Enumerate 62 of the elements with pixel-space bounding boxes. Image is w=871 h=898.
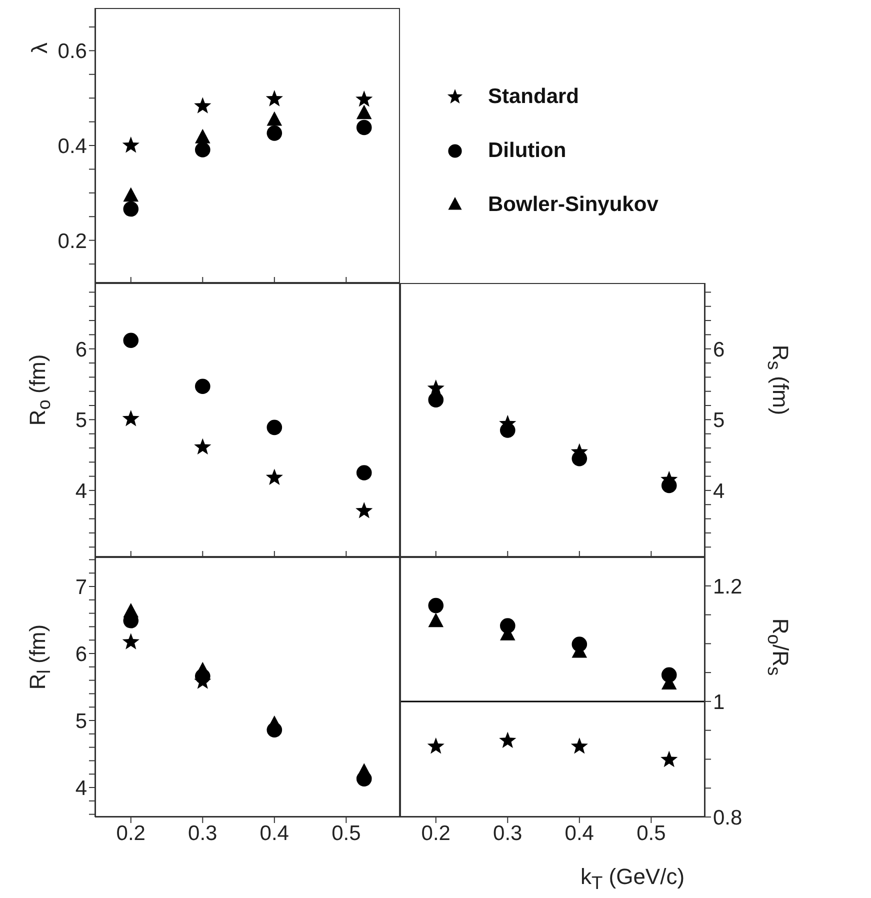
y-tick-label: 5 — [75, 710, 87, 733]
legend-label: Bowler-Sinyukov — [488, 193, 658, 217]
y-tick-label: 5 — [75, 409, 87, 432]
point — [356, 502, 373, 518]
point — [266, 420, 282, 436]
point — [194, 142, 210, 158]
x-tick-label: 0.2 — [421, 822, 450, 845]
point — [266, 126, 282, 141]
point — [661, 478, 677, 494]
y-tick-label: 0.6 — [58, 40, 87, 64]
point — [123, 201, 139, 217]
point — [572, 450, 588, 466]
x-tick-label: 0.2 — [116, 822, 146, 845]
point — [194, 438, 212, 455]
point — [570, 738, 588, 754]
y-axis-title: λ — [27, 42, 53, 54]
y-tick-label: 6 — [713, 338, 725, 362]
point — [428, 392, 444, 408]
y-tick-label: 4 — [75, 776, 88, 800]
point — [266, 90, 283, 106]
point — [122, 136, 140, 153]
point — [122, 633, 140, 650]
point — [499, 732, 516, 748]
legend-label: Standard — [488, 85, 580, 109]
y-tick-label: 4 — [75, 480, 88, 503]
y-tick-label: 4 — [713, 480, 725, 503]
x-tick-label: 0.4 — [564, 822, 594, 845]
y-tick-label: 1 — [713, 690, 725, 714]
legend-label: Dilution — [488, 139, 566, 163]
point — [194, 128, 210, 144]
point — [428, 612, 444, 628]
y-tick-label: 0.8 — [713, 806, 742, 830]
point — [356, 120, 372, 136]
point — [122, 410, 140, 426]
point — [427, 738, 444, 754]
point — [266, 111, 282, 126]
point — [428, 598, 444, 614]
y-tick-label: 0.2 — [58, 230, 87, 253]
x-axis-title: k$_{T}$ (GeV/c) — [580, 864, 685, 894]
point — [194, 378, 210, 394]
point — [356, 465, 372, 480]
point — [660, 750, 678, 768]
point — [356, 763, 372, 778]
y-tick-label: 0.4 — [58, 134, 88, 158]
y-tick-label: 6 — [75, 642, 87, 666]
x-tick-label: 0.3 — [493, 822, 522, 845]
y-tick-label: 7 — [75, 576, 87, 599]
point — [500, 422, 516, 438]
point — [194, 97, 212, 114]
y-tick-label: 1.2 — [713, 575, 742, 598]
x-tick-label: 0.4 — [260, 822, 290, 845]
point — [123, 602, 139, 618]
point — [123, 187, 139, 202]
point — [356, 90, 373, 107]
point — [123, 332, 139, 348]
point — [356, 104, 372, 120]
y-tick-label: 5 — [713, 409, 725, 432]
x-tick-label: 0.3 — [188, 822, 218, 845]
x-tick-label: 0.5 — [636, 822, 666, 845]
point — [266, 468, 283, 485]
x-tick-label: 0.5 — [332, 822, 361, 845]
y-tick-label: 6 — [75, 338, 87, 362]
